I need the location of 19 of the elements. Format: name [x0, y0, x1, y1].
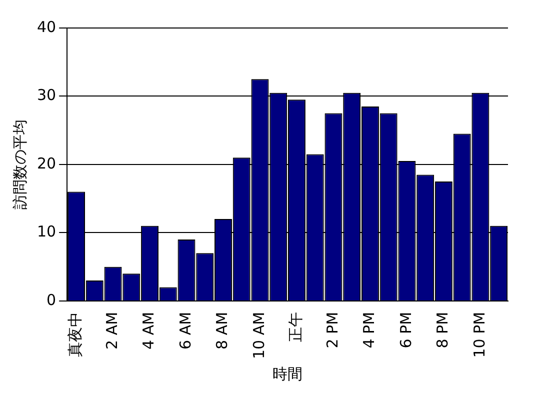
x-tick-label: 2 PM	[323, 312, 342, 348]
y-tick-label: 40	[36, 18, 56, 36]
x-tick-label: 8 AM	[213, 312, 232, 350]
x-tick-label: 4 PM	[360, 312, 378, 348]
x-tick-label: 10 AM	[250, 312, 268, 360]
x-tick-label: 8 PM	[434, 312, 452, 348]
y-axis-title: 訪問数の平均	[10, 119, 29, 210]
y-tick-label: 20	[36, 154, 56, 172]
x-tick-label: 2 AM	[102, 312, 121, 350]
x-tick-label: 正午	[286, 312, 305, 342]
y-tick-label: 0	[46, 290, 56, 309]
x-tick-label: 6 AM	[176, 312, 194, 350]
x-tick-label: 6 PM	[396, 312, 415, 348]
y-tick-label: 10	[36, 222, 56, 241]
x-tick-label: 10 PM	[470, 312, 488, 358]
y-tick-label: 30	[36, 86, 56, 104]
x-tick-label: 真夜中	[66, 312, 84, 357]
x-axis-title: 時間	[272, 364, 303, 383]
x-tick-label: 4 AM	[140, 312, 158, 350]
